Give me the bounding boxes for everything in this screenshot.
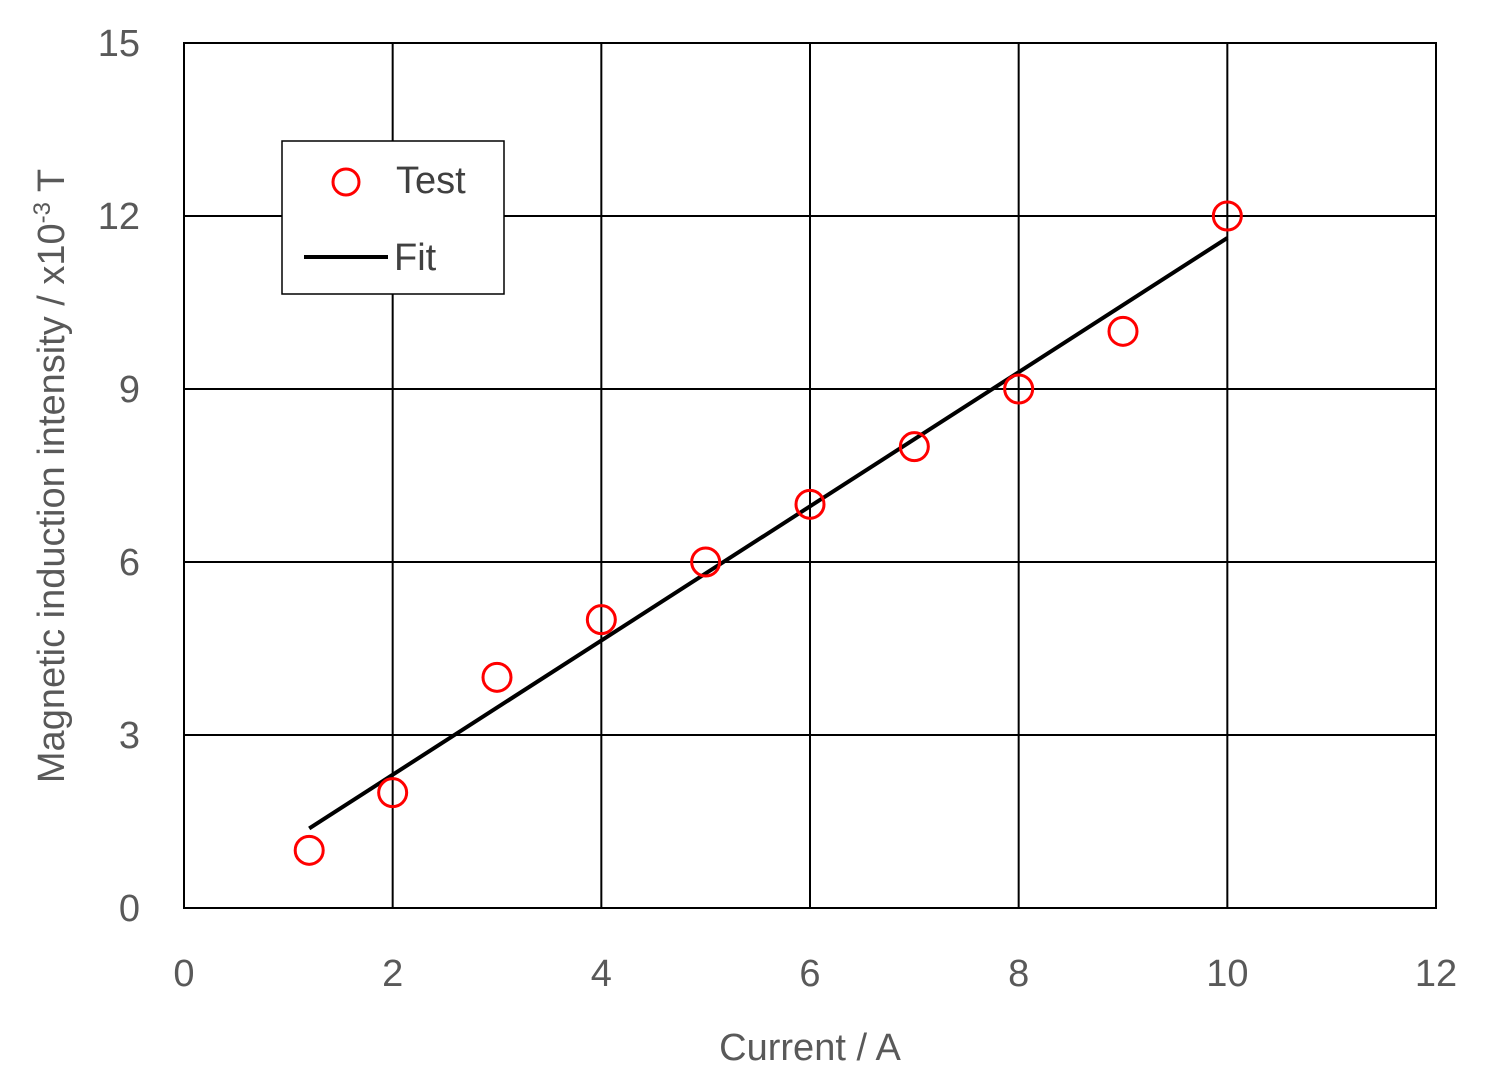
test-point — [1107, 315, 1139, 347]
fit-layer — [308, 236, 1229, 831]
test-point — [585, 604, 617, 636]
x-tick-label: 2 — [382, 953, 403, 995]
y-tick-label: 3 — [119, 715, 140, 757]
test-point — [690, 546, 722, 578]
test-point — [898, 431, 930, 463]
test-point — [794, 488, 826, 520]
y-axis-title-exponent: -3 — [29, 202, 56, 223]
legend-fit-label: Fit — [394, 237, 437, 279]
y-tick-label: 9 — [119, 369, 140, 411]
test-point — [481, 661, 513, 693]
y-tick-label: 15 — [98, 23, 140, 65]
plot-area — [183, 42, 1437, 909]
test-point — [1003, 373, 1035, 405]
x-axis-title: Current / A — [719, 1027, 901, 1069]
x-tick-label: 6 — [799, 953, 820, 995]
test-point — [1211, 200, 1243, 232]
x-tick-label: 4 — [591, 953, 612, 995]
legend: Test Fit — [281, 140, 505, 295]
x-tick-label: 0 — [173, 953, 194, 995]
y-tick-label: 12 — [98, 196, 140, 238]
x-tick-label: 10 — [1206, 953, 1248, 995]
fit-line — [308, 236, 1229, 831]
test-points — [293, 200, 1243, 866]
test-point — [377, 777, 409, 809]
legend-test-label: Test — [396, 160, 466, 202]
legend-box — [281, 140, 505, 295]
y-axis-title-unit: T — [31, 169, 73, 202]
y-tick-label: 0 — [119, 888, 140, 930]
y-axis-title: Magnetic induction intensity / x10-3 T — [29, 169, 73, 783]
y-axis-title-main: Magnetic induction intensity / x10 — [31, 223, 73, 783]
x-tick-label: 8 — [1008, 953, 1029, 995]
test-point — [293, 834, 325, 866]
legend-test-marker — [331, 167, 361, 197]
tick-labels: 0 2 4 6 8 10 12 0 3 6 9 12 15 — [98, 23, 1457, 995]
x-tick-label: 12 — [1415, 953, 1457, 995]
y-tick-label: 6 — [119, 542, 140, 584]
